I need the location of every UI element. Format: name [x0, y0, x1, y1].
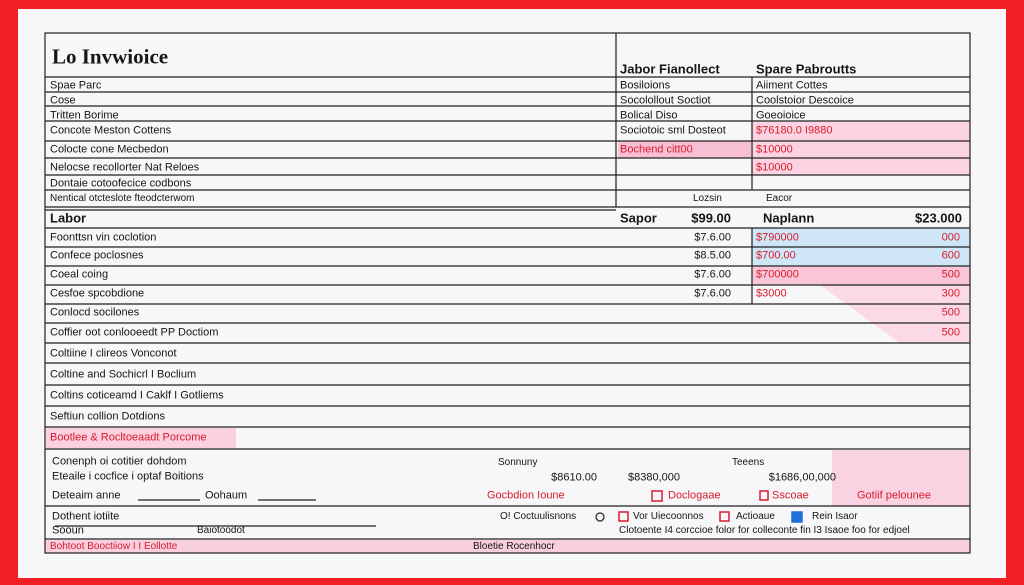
cell-value: Bochend citt00 — [620, 143, 693, 156]
option: Gotiif pelounee — [857, 489, 931, 502]
checkbox-label: Actioaue — [736, 511, 775, 522]
highlight — [45, 540, 970, 553]
item-value: $790000 — [756, 231, 799, 244]
column-heading: Jabor Fianollect — [620, 61, 720, 77]
column-label: Eacor — [766, 193, 793, 204]
checkbox[interactable] — [618, 511, 629, 522]
item-qty: 000 — [941, 231, 960, 244]
cell-value: Sociotoic sml Dosteot — [620, 124, 726, 137]
highlight — [820, 285, 970, 343]
row-label: Colocte cone Mecbedon — [50, 143, 169, 156]
checkbox[interactable] — [791, 511, 803, 523]
section-label: Sapor — [620, 210, 657, 226]
highlight — [46, 428, 236, 448]
checkbox[interactable] — [651, 490, 663, 502]
item-amount: $7.6.00 — [694, 231, 731, 244]
option: Sscoae — [772, 489, 809, 502]
tax: $8380,000 — [628, 471, 680, 484]
footer-band: Bloetie Rocenhocr — [473, 541, 555, 552]
item-amount: $7.6.00 — [694, 287, 731, 300]
option: Doclogaae — [668, 489, 721, 502]
item-value: $700.00 — [756, 249, 796, 262]
row-label: Concote Meston Cottens — [50, 124, 172, 137]
summary-label: Teeens — [732, 457, 765, 468]
amount: $23.000 — [915, 210, 962, 226]
row-label: Cose — [50, 94, 76, 107]
checkbox[interactable] — [719, 511, 730, 522]
cell-value: Aiiment Cottes — [756, 79, 828, 92]
row-label: Nentical otcteslote fteodcterwom — [50, 193, 195, 204]
radio[interactable] — [595, 512, 605, 522]
total: $1686,00,000 — [768, 471, 836, 484]
subtotal: $8610.00 — [551, 471, 597, 484]
field-label: Baiotoodot — [197, 525, 245, 536]
section-label: Naplann — [763, 210, 815, 226]
summary-heading: Conenph oi cotitier dohdom — [52, 455, 187, 468]
note-row: Coltine and Sochicrl I Boclium — [50, 368, 197, 381]
option: Gocbdion Ioune — [487, 489, 565, 502]
item-qty: 300 — [941, 287, 960, 300]
cell-value: $76180.0 I9880 — [756, 124, 833, 137]
item-qty: 500 — [941, 306, 960, 319]
row-label: Tritten Borime — [50, 109, 119, 122]
field-label: Oohaum — [205, 489, 248, 502]
note-row: Seftiun collion Dotdions — [50, 410, 165, 423]
field-label: Sooun — [52, 524, 84, 537]
item-amount: $8.5.00 — [694, 249, 731, 262]
highlight — [832, 450, 969, 506]
item-label: Confece poclosnes — [50, 249, 144, 262]
highlight — [752, 266, 970, 285]
item-label: Foonttsn vin coclotion — [50, 231, 157, 244]
summary-line: Eteaile i cocfice i optaf Boitions — [52, 470, 204, 483]
item-qty: 500 — [941, 326, 960, 339]
item-label: Coffier oot conlooeedt PP Doctiom — [50, 326, 219, 339]
column-heading: Spare Pabroutts — [756, 61, 857, 77]
checkbox-label: Vor Uiecoonnos — [633, 511, 704, 522]
invoice-title: Lo Invwioice — [52, 44, 169, 69]
cell-value: Socolollout Soctiot — [620, 94, 711, 107]
highlight — [752, 121, 970, 175]
field-label: Deteaim anne — [52, 489, 121, 502]
highlight — [618, 141, 751, 158]
cell-value: Coolstoior Descoice — [756, 94, 854, 107]
cell-value: Goeoioice — [756, 109, 806, 122]
column-label: Lozsin — [693, 193, 722, 204]
item-label: Conlocd socilones — [50, 306, 140, 319]
footer-band: Bohtoot Booctiiow I I Eollotte — [50, 541, 178, 552]
item-value: $3000 — [756, 287, 787, 300]
footer-note: Clotoente I4 corccioe folor for collecon… — [619, 525, 910, 536]
checkboxes[interactable] — [595, 490, 803, 523]
cell-value: Bolical Diso — [620, 109, 678, 122]
checkbox[interactable] — [759, 490, 769, 501]
item-value: $700000 — [756, 268, 799, 281]
summary-label: Sonnuny — [498, 457, 538, 468]
note-row: Coltins coticeamd I Caklf I Gotliems — [50, 389, 224, 402]
item-qty: 600 — [941, 249, 960, 262]
note-row: Bootlee & Rocltoeaadt Porcome — [50, 431, 207, 444]
item-amount: $7.6.00 — [694, 268, 731, 281]
amount: $99.00 — [691, 210, 731, 226]
row-label: Spae Parc — [50, 79, 102, 92]
item-label: Cesfoe spcobdione — [50, 287, 145, 300]
checkbox-label: Rein Isaor — [812, 511, 858, 522]
item-qty: 500 — [941, 268, 960, 281]
row-label: Dontaie cotoofecice codbons — [50, 177, 192, 190]
field-label: Dothent iotiite — [52, 510, 120, 523]
row-label: Nelocse recollorter Nat Reloes — [50, 161, 200, 174]
item-label: Coeal coing — [50, 268, 109, 281]
cell-value: $10000 — [756, 161, 793, 174]
section-label: Labor — [50, 210, 87, 226]
radio-label: O! Coctuulisnons — [500, 511, 577, 522]
cell-value: Bosiloions — [620, 79, 671, 92]
cell-value: $10000 — [756, 143, 793, 156]
grid — [44, 32, 971, 554]
note-row: Coltiine I clireos Vonconot — [50, 347, 177, 360]
